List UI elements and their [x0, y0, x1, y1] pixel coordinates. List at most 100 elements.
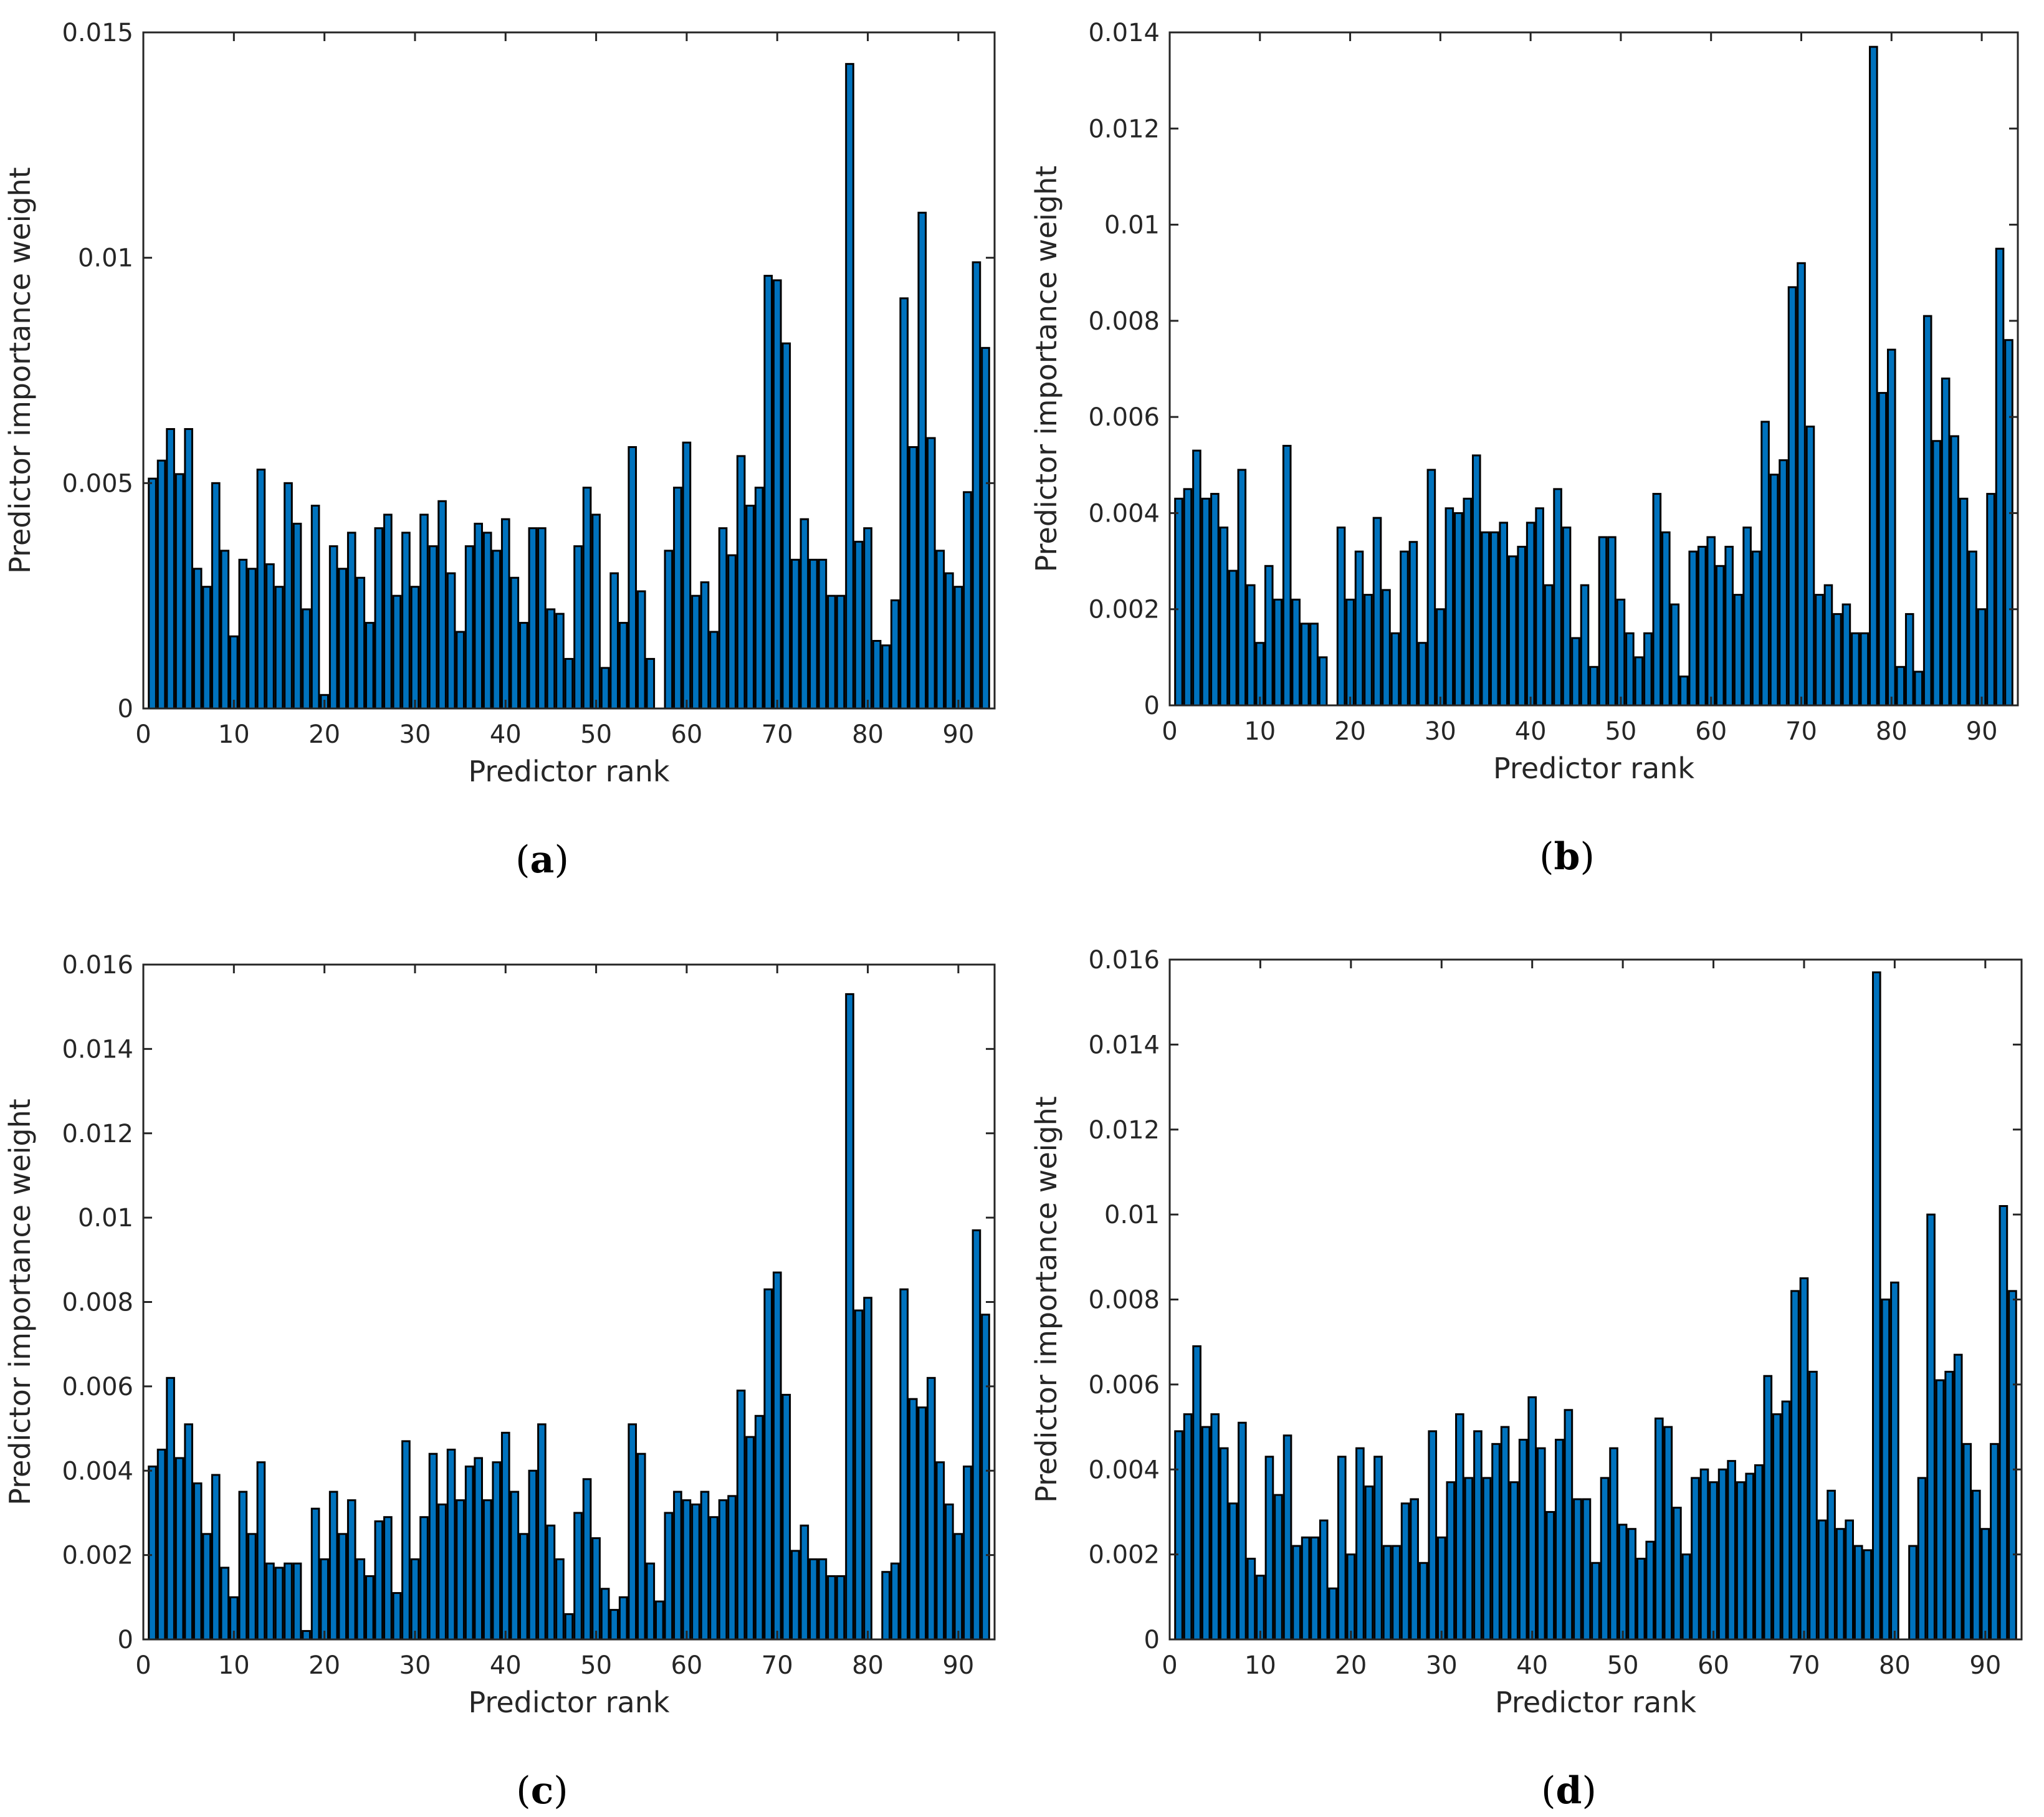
bar-d-12 — [1274, 1494, 1283, 1641]
bar-b-87 — [1950, 435, 1959, 707]
bar-a-5 — [184, 428, 193, 710]
x-tick-label-c-90: 90 — [942, 1651, 974, 1680]
x-tick-label-b-0: 0 — [1162, 717, 1177, 746]
bar-a-29 — [401, 532, 411, 710]
bar-c-14 — [265, 1562, 275, 1641]
bar-d-14 — [1292, 1545, 1301, 1641]
x-tick-label-b-90: 90 — [1966, 717, 1998, 746]
y-tick-label-a-3: 0.015 — [62, 19, 133, 47]
x-tick-label-c-80: 80 — [852, 1651, 884, 1680]
caption-a: (a) — [515, 838, 569, 882]
bar-d-26 — [1400, 1502, 1410, 1641]
bar-a-84 — [899, 297, 909, 710]
bar-c-57 — [655, 1600, 664, 1641]
bar-b-20 — [1345, 598, 1355, 707]
bar-b-36 — [1489, 531, 1499, 707]
bar-d-24 — [1382, 1545, 1392, 1641]
x-tick-label-d-60: 60 — [1698, 1651, 1729, 1680]
bar-d-31 — [1446, 1481, 1456, 1641]
x-tick-label-a-10: 10 — [218, 720, 250, 749]
bar-d-17 — [1319, 1519, 1329, 1641]
bar-a-63 — [709, 631, 719, 710]
bar-b-48 — [1598, 536, 1608, 707]
bar-b-59 — [1697, 545, 1707, 707]
bar-b-28 — [1418, 642, 1427, 707]
bar-d-78 — [1872, 971, 1881, 1641]
bar-d-19 — [1337, 1456, 1347, 1641]
x-tick-label-d-80: 80 — [1879, 1651, 1911, 1680]
y-axis-label-c: Predictor importance weight — [3, 1099, 37, 1505]
bar-a-41 — [510, 576, 520, 710]
bar-b-9 — [1246, 584, 1256, 707]
bar-d-22 — [1364, 1486, 1374, 1641]
bar-c-69 — [763, 1288, 773, 1641]
bar-b-21 — [1354, 550, 1364, 707]
bar-c-39 — [492, 1461, 502, 1641]
bar-b-88 — [1959, 497, 1969, 707]
bar-d-32 — [1455, 1413, 1464, 1641]
y-axis-label-b: Predictor importance weight — [1029, 166, 1063, 573]
bar-c-58 — [664, 1512, 674, 1641]
bar-c-8 — [211, 1474, 221, 1641]
bar-d-64 — [1745, 1472, 1755, 1641]
bar-d-7 — [1228, 1502, 1238, 1641]
bar-a-72 — [790, 558, 800, 710]
bar-b-85 — [1932, 440, 1941, 707]
bar-d-5 — [1210, 1413, 1220, 1641]
bar-b-12 — [1273, 598, 1283, 707]
bar-a-50 — [591, 513, 601, 710]
bar-b-49 — [1607, 536, 1617, 707]
x-tick-label-d-30: 30 — [1426, 1651, 1458, 1680]
caption-letter-d: d — [1556, 1769, 1582, 1813]
bar-c-86 — [917, 1406, 927, 1641]
bar-c-35 — [456, 1499, 465, 1641]
y-ticks-a: 0 0.005 0.01 0.015 — [62, 19, 995, 723]
bar-c-11 — [238, 1490, 248, 1641]
bar-a-92 — [972, 261, 981, 710]
bar-a-77 — [836, 594, 846, 710]
bar-d-60 — [1709, 1481, 1718, 1641]
y-ticks-d: 0 0.002 0.004 0.006 0.008 0.01 0.012 0.014 0.016 — [1088, 946, 2022, 1654]
bar-b-53 — [1643, 632, 1653, 707]
bar-a-21 — [328, 545, 338, 710]
y-tick-label-b-5: 0.01 — [1104, 211, 1160, 240]
bar-d-10 — [1256, 1575, 1265, 1641]
bar-d-85 — [1935, 1379, 1945, 1641]
bar-c-50 — [591, 1537, 601, 1641]
bar-c-80 — [863, 1297, 872, 1641]
y-tick-label-d-2: 0.004 — [1088, 1456, 1160, 1484]
bar-c-41 — [510, 1490, 520, 1641]
bar-b-39 — [1517, 545, 1526, 707]
bar-c-56 — [646, 1562, 656, 1641]
bar-d-48 — [1600, 1477, 1610, 1641]
bar-b-47 — [1589, 665, 1598, 707]
y-tick-label-d-5: 0.01 — [1104, 1201, 1160, 1229]
bar-a-59 — [673, 487, 682, 710]
bar-d-58 — [1691, 1477, 1700, 1641]
bars-c — [148, 993, 990, 1641]
bar-c-20 — [320, 1558, 329, 1641]
bar-b-92 — [1995, 247, 2005, 707]
bar-d-55 — [1663, 1426, 1673, 1641]
bar-a-10 — [229, 635, 239, 710]
bar-d-73 — [1827, 1489, 1836, 1641]
x-tick-label-c-30: 30 — [399, 1651, 431, 1680]
bar-a-25 — [365, 622, 375, 710]
bar-b-23 — [1372, 517, 1382, 707]
bar-c-36 — [464, 1465, 474, 1641]
bar-d-50 — [1618, 1524, 1628, 1641]
bar-d-1 — [1174, 1430, 1183, 1641]
x-axis-label-d: Predictor rank — [1495, 1686, 1696, 1719]
bar-b-11 — [1264, 565, 1274, 707]
bar-c-91 — [963, 1465, 972, 1641]
y-tick-label-d-8: 0.016 — [1088, 946, 1160, 975]
bar-c-89 — [945, 1503, 954, 1641]
bar-a-58 — [664, 550, 674, 710]
bar-a-73 — [800, 518, 809, 710]
bar-b-77 — [1860, 632, 1870, 707]
bar-a-37 — [474, 522, 483, 710]
bar-a-7 — [202, 586, 212, 710]
bar-a-40 — [500, 518, 510, 710]
bar-b-72 — [1815, 594, 1824, 707]
bar-d-89 — [1971, 1489, 1981, 1641]
